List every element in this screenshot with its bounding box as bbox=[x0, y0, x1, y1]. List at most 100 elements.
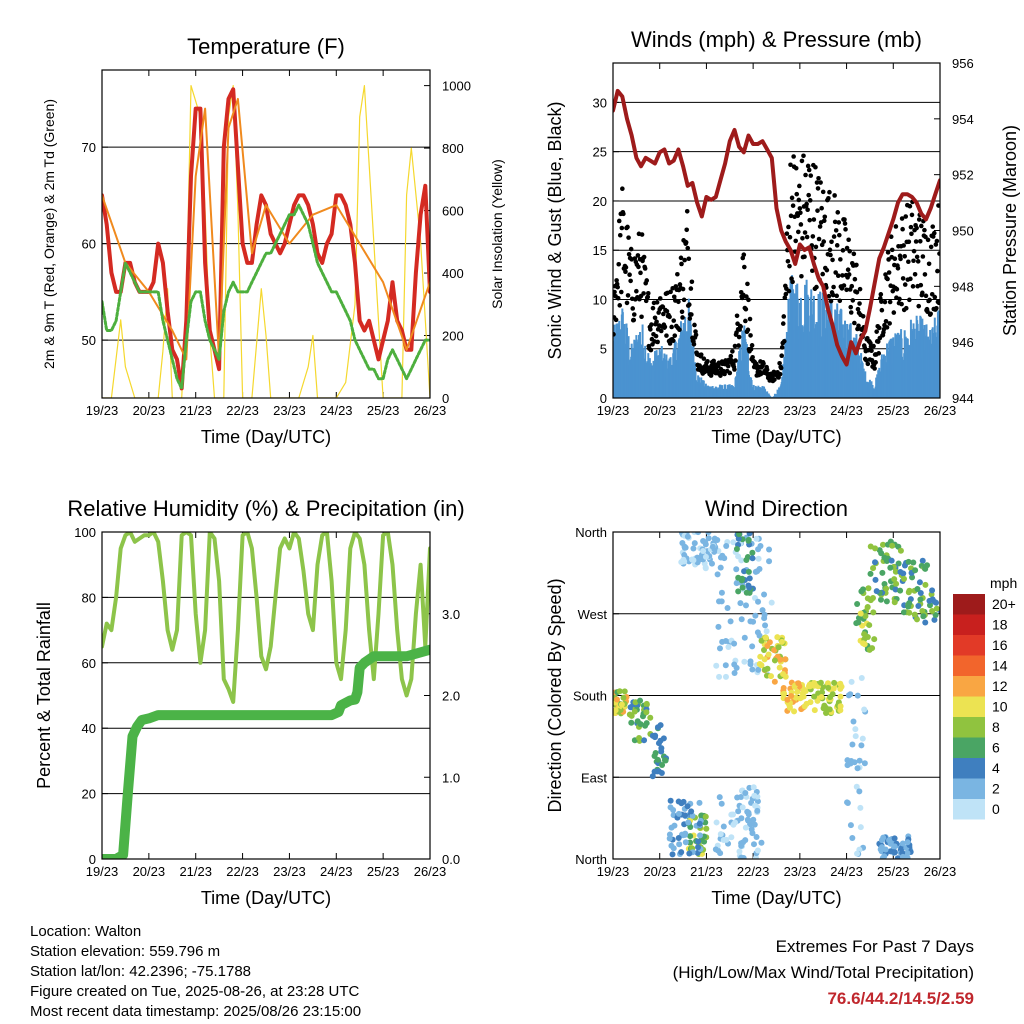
direction-point bbox=[731, 670, 738, 677]
direction-point bbox=[657, 722, 664, 729]
x-tick-label: 21/23 bbox=[690, 864, 723, 879]
direction-point bbox=[929, 587, 936, 594]
direction-point bbox=[878, 844, 885, 851]
gust-point bbox=[901, 243, 906, 248]
direction-point bbox=[765, 651, 772, 658]
gust-point bbox=[918, 282, 924, 288]
direction-point bbox=[752, 612, 759, 619]
direction-point bbox=[913, 616, 920, 623]
direction-point bbox=[626, 711, 633, 718]
direction-point bbox=[879, 541, 886, 548]
x-tick-label: 20/23 bbox=[133, 864, 166, 879]
gust-point bbox=[684, 208, 690, 214]
gust-point bbox=[922, 227, 927, 233]
direction-point bbox=[716, 673, 723, 680]
gust-point bbox=[903, 214, 909, 219]
plot-area bbox=[613, 88, 940, 398]
colorbar-label: 8 bbox=[992, 719, 1000, 735]
direction-point bbox=[695, 532, 702, 536]
gust-point bbox=[796, 229, 801, 235]
direction-point bbox=[684, 533, 691, 540]
gust-point bbox=[648, 327, 653, 332]
gust-point bbox=[750, 355, 755, 360]
gust-point bbox=[926, 261, 932, 267]
direction-point bbox=[825, 684, 832, 691]
colorbar-label: 10 bbox=[992, 699, 1008, 715]
y-tick-label: 50 bbox=[82, 333, 96, 348]
gust-point bbox=[634, 288, 639, 294]
colorbar-swatch bbox=[953, 614, 985, 635]
gust-point bbox=[891, 310, 897, 315]
direction-point bbox=[689, 556, 696, 563]
gust-point bbox=[653, 333, 659, 339]
direction-point bbox=[915, 603, 922, 610]
gust-point bbox=[805, 207, 810, 213]
gust-point bbox=[883, 272, 888, 277]
direction-point bbox=[921, 563, 928, 570]
direction-point bbox=[858, 588, 865, 595]
direction-point bbox=[788, 692, 795, 699]
colorbar-label: 16 bbox=[992, 637, 1008, 653]
direction-point bbox=[755, 546, 762, 553]
gust-point bbox=[789, 195, 795, 201]
gust-point bbox=[828, 298, 834, 304]
y2-tick-label: 0.0 bbox=[442, 852, 460, 867]
gust-point bbox=[806, 167, 812, 173]
direction-point bbox=[861, 706, 868, 713]
direction-point bbox=[761, 615, 768, 622]
direction-point bbox=[893, 580, 900, 587]
y-tick-label: 25 bbox=[593, 145, 607, 160]
colorbar-label: 2 bbox=[992, 781, 1000, 797]
latlon-text: Station lat/lon: 42.2396; -75.1788 bbox=[30, 963, 252, 980]
gust-point bbox=[820, 271, 825, 277]
direction-point bbox=[854, 850, 861, 857]
y2-tick-label: 800 bbox=[442, 141, 464, 156]
gust-point bbox=[628, 278, 633, 284]
direction-point bbox=[748, 826, 755, 833]
direction-point bbox=[685, 819, 692, 826]
gust-point bbox=[730, 349, 735, 354]
direction-point bbox=[733, 566, 740, 573]
direction-point bbox=[731, 661, 738, 668]
gust-point bbox=[828, 252, 833, 258]
gust-point bbox=[845, 267, 851, 272]
direction-point bbox=[643, 709, 650, 716]
direction-point bbox=[853, 783, 860, 790]
direction-point bbox=[654, 756, 661, 763]
gust-point bbox=[817, 224, 823, 229]
y-tick-label: North bbox=[575, 525, 607, 540]
series-line bbox=[102, 97, 430, 361]
y-tick-label: 30 bbox=[593, 95, 607, 110]
direction-point bbox=[651, 734, 658, 741]
gust-point bbox=[810, 234, 816, 239]
colorbar-swatch bbox=[953, 655, 985, 676]
gust-point bbox=[902, 282, 908, 287]
direction-point bbox=[929, 608, 936, 615]
direction-point bbox=[631, 708, 638, 715]
direction-point bbox=[849, 834, 856, 841]
direction-point bbox=[643, 700, 650, 707]
x-tick-label: 23/23 bbox=[273, 403, 306, 418]
direction-point bbox=[759, 607, 766, 614]
gust-point bbox=[801, 153, 806, 159]
x-tick-label: 23/23 bbox=[784, 403, 817, 418]
direction-point bbox=[898, 845, 905, 852]
gust-point bbox=[833, 228, 839, 233]
direction-point bbox=[761, 591, 768, 598]
direction-point bbox=[933, 599, 940, 606]
x-tick-label: 25/23 bbox=[877, 403, 910, 418]
x-axis-label: Time (Day/UTC) bbox=[711, 427, 841, 447]
direction-point bbox=[717, 850, 724, 857]
gust-point bbox=[648, 347, 654, 353]
gust-point bbox=[623, 269, 628, 274]
direction-point bbox=[763, 628, 770, 635]
colorbar-swatch bbox=[953, 758, 985, 779]
colorbar-label: 12 bbox=[992, 678, 1008, 694]
gust-point bbox=[689, 312, 694, 317]
direction-point bbox=[850, 718, 857, 725]
direction-point bbox=[718, 589, 725, 596]
gust-point bbox=[683, 240, 689, 245]
gust-point bbox=[793, 165, 799, 171]
gust-point bbox=[919, 223, 924, 229]
gust-point bbox=[799, 273, 804, 279]
